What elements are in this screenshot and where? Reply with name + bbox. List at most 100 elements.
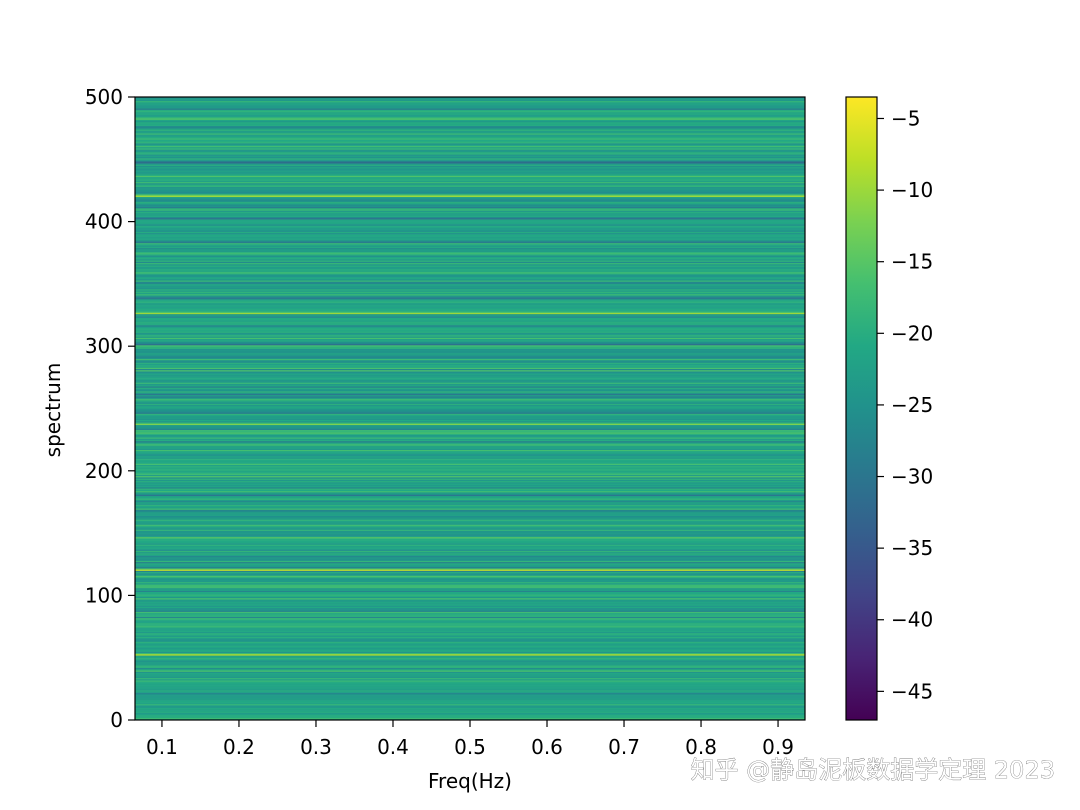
heatmap-row: [135, 330, 805, 332]
heatmap-row: [135, 503, 805, 505]
heatmap-row: [135, 166, 805, 169]
heatmap-row: [135, 317, 805, 320]
heatmap-row: [135, 558, 805, 560]
heatmap-row: [135, 424, 805, 427]
heatmap-row: [135, 462, 805, 464]
heatmap-row: [135, 381, 805, 383]
heatmap-row: [135, 268, 805, 271]
heatmap-row: [135, 297, 805, 300]
heatmap-row: [135, 535, 805, 538]
heatmap-row: [135, 477, 805, 479]
heatmap-row: [135, 119, 805, 122]
heatmap-row: [135, 592, 805, 595]
heatmap-row: [135, 338, 805, 341]
heatmap-row: [135, 490, 805, 493]
heatmap-row: [135, 658, 805, 661]
heatmap-row: [135, 351, 805, 353]
heatmap-row: [135, 173, 805, 175]
heatmap-row: [135, 539, 805, 541]
heatmap-row: [135, 639, 805, 641]
heatmap-row: [135, 609, 805, 611]
heatmap-row: [135, 181, 805, 184]
heatmap-row: [135, 328, 805, 331]
heatmap-row: [135, 597, 805, 600]
heatmap-row: [135, 601, 805, 604]
heatmap-row: [135, 141, 805, 144]
heatmap-row: [135, 486, 805, 489]
heatmap-row: [135, 491, 805, 494]
heatmap-row: [135, 514, 805, 517]
heatmap-row: [135, 361, 805, 363]
heatmap-row: [135, 463, 805, 465]
x-tick-label: 0.9: [762, 735, 794, 759]
heatmap-row: [135, 580, 805, 583]
heatmap-row: [135, 472, 805, 474]
heatmap-row: [135, 484, 805, 487]
x-tick-label: 0.5: [454, 735, 486, 759]
heatmap-row: [135, 165, 805, 168]
heatmap-row: [135, 378, 805, 381]
heatmap-row: [135, 452, 805, 454]
heatmap-row: [135, 313, 805, 316]
heatmap-row: [135, 646, 805, 649]
heatmap-row: [135, 450, 805, 453]
heatmap-row: [135, 681, 805, 683]
heatmap-row: [135, 439, 805, 442]
heatmap-row: [135, 465, 805, 468]
heatmap-row: [135, 430, 805, 433]
heatmap-row: [135, 321, 805, 323]
heatmap-row: [135, 257, 805, 260]
heatmap-row: [135, 553, 805, 555]
heatmap-row: [135, 134, 805, 136]
heatmap-row: [135, 291, 805, 293]
heatmap-row: [135, 506, 805, 509]
heatmap-row: [135, 210, 805, 212]
heatmap-row: [135, 500, 805, 503]
heatmap-row: [135, 296, 805, 298]
heatmap-row: [135, 523, 805, 525]
heatmap-row: [135, 397, 805, 399]
heatmap-row: [135, 261, 805, 264]
heatmap-row: [135, 227, 805, 230]
heatmap-row: [135, 182, 805, 185]
heatmap-row: [135, 121, 805, 124]
heatmap-row: [135, 125, 805, 128]
heatmap-row: [135, 224, 805, 226]
heatmap-row: [135, 235, 805, 237]
heatmap-row: [135, 641, 805, 644]
heatmap-row: [135, 98, 805, 100]
heatmap-row: [135, 211, 805, 214]
colorbar-tick-label: −10: [891, 178, 933, 202]
heatmap-row: [135, 606, 805, 609]
heatmap-row: [135, 545, 805, 548]
heatmap-row: [135, 571, 805, 574]
heatmap-row: [135, 574, 805, 576]
heatmap-row: [135, 582, 805, 585]
heatmap-row: [135, 637, 805, 640]
heatmap-row: [135, 341, 805, 343]
heatmap-row: [135, 244, 805, 246]
heatmap-row: [135, 262, 805, 265]
heatmap-row: [135, 702, 805, 705]
heatmap-row: [135, 367, 805, 369]
heatmap-row: [135, 151, 805, 154]
colorbar-tick-label: −30: [891, 465, 933, 489]
heatmap-row: [135, 607, 805, 610]
heatmap-row: [135, 546, 805, 549]
y-tick-label: 400: [85, 210, 123, 234]
heatmap-row: [135, 187, 805, 190]
heatmap-row: [135, 219, 805, 221]
heatmap-row: [135, 396, 805, 398]
heatmap-row: [135, 688, 805, 691]
watermark: 知乎 @静岛泥板数据学定理 2023: [691, 756, 1055, 784]
heatmap-row: [135, 120, 805, 123]
heatmap-row: [135, 640, 805, 642]
heatmap-row: [135, 349, 805, 352]
heatmap-row: [135, 354, 805, 357]
heatmap-row: [135, 705, 805, 707]
heatmap-row: [135, 387, 805, 389]
heatmap-row: [135, 673, 805, 676]
heatmap-row: [135, 179, 805, 181]
heatmap-row: [135, 682, 805, 685]
heatmap-row: [135, 240, 805, 242]
